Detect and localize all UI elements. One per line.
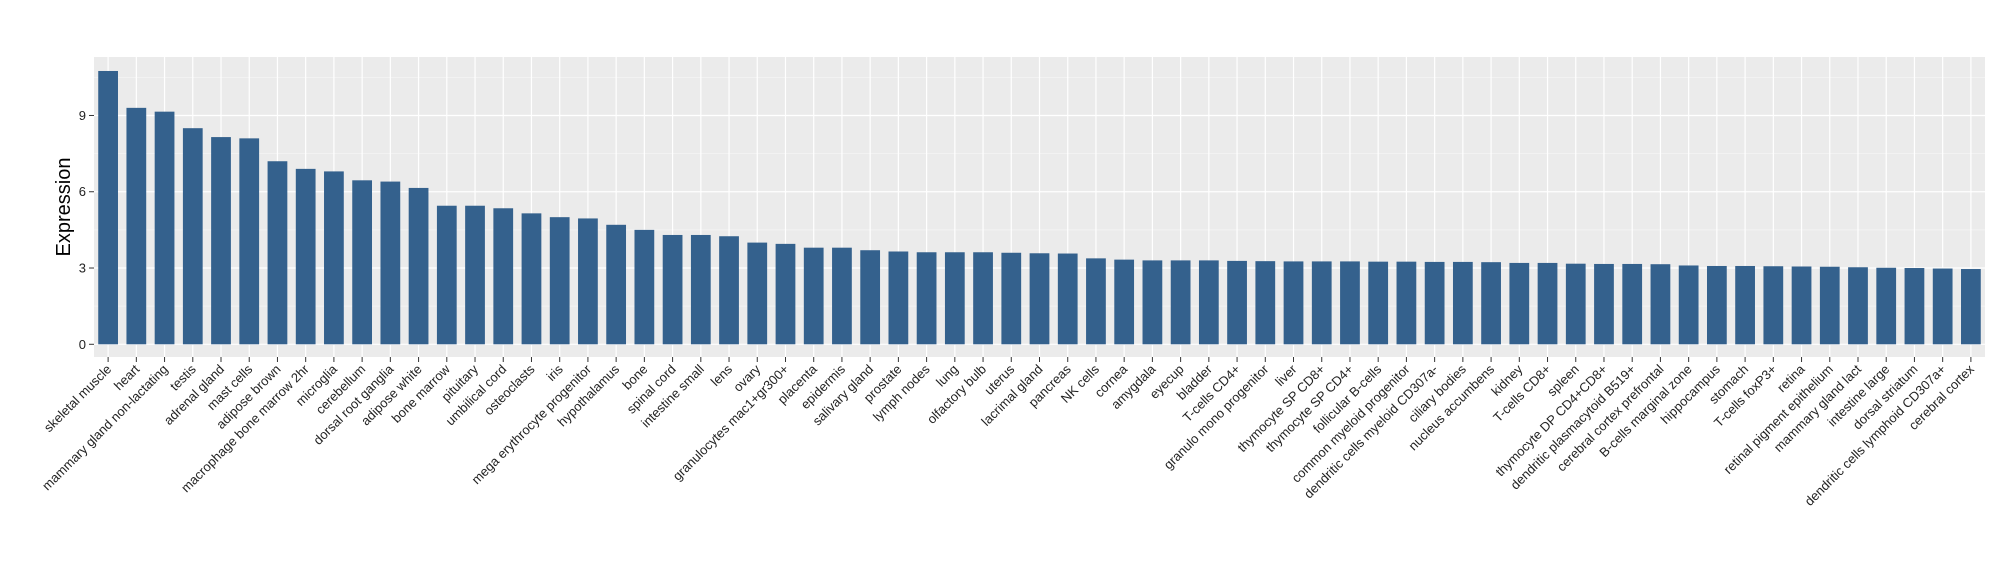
bar [1876, 267, 1897, 345]
bar [1198, 260, 1219, 345]
bar [493, 208, 514, 345]
bar [1227, 260, 1247, 345]
bar [1819, 266, 1840, 345]
bar [1763, 266, 1784, 345]
bar [1029, 253, 1050, 345]
bar [126, 107, 147, 345]
bar [1565, 263, 1586, 345]
bar [747, 242, 768, 345]
bar [1340, 261, 1360, 345]
bar [606, 224, 627, 345]
bar [267, 161, 288, 345]
bar [1142, 260, 1163, 345]
bars-group [98, 70, 1981, 345]
bar [1932, 268, 1953, 345]
bar [1961, 269, 1981, 345]
bar [1735, 265, 1755, 345]
bar [1086, 258, 1106, 345]
bar [549, 217, 570, 345]
bar [1001, 252, 1022, 345]
bar [775, 243, 796, 345]
bar [1255, 261, 1276, 345]
bar [634, 229, 655, 345]
bar [380, 181, 401, 345]
bar [1650, 264, 1671, 345]
bar [1706, 265, 1727, 345]
bar [295, 168, 316, 345]
bar [578, 218, 598, 345]
bar [973, 252, 993, 345]
y-tick-label: 9 [79, 108, 86, 123]
bar [1594, 263, 1614, 345]
bar [1368, 261, 1389, 345]
bar [1481, 262, 1501, 345]
y-tick-label: 0 [79, 337, 86, 352]
bar [521, 213, 542, 345]
bar [352, 180, 373, 345]
bar [1057, 253, 1078, 345]
bar [690, 234, 711, 345]
y-axis: 0 3 6 9 [79, 108, 94, 352]
bar [211, 137, 231, 345]
bar [98, 70, 118, 345]
bar [1114, 259, 1135, 345]
bar [1311, 261, 1332, 345]
bar [1452, 261, 1473, 345]
bar [888, 251, 909, 345]
bar [832, 247, 852, 345]
bar [436, 205, 457, 345]
bar [803, 247, 824, 345]
bar [1396, 261, 1417, 345]
bar [719, 236, 739, 345]
bar [860, 250, 881, 345]
x-tick-label: iris [543, 361, 566, 384]
bar [944, 252, 965, 345]
bar [1678, 265, 1699, 345]
bar [1170, 260, 1191, 345]
bar [182, 128, 203, 345]
bar [1537, 262, 1558, 345]
y-tick-label: 6 [79, 184, 86, 199]
bar [465, 205, 485, 345]
bar [1283, 261, 1304, 345]
y-tick-label: 3 [79, 261, 86, 276]
bar [1509, 262, 1530, 345]
bar [916, 252, 937, 345]
bar [1622, 263, 1643, 345]
bar [324, 171, 344, 345]
y-axis-title: Expression [53, 158, 75, 257]
bar [239, 138, 260, 345]
bar [408, 187, 429, 345]
bar [662, 234, 683, 345]
bar [1424, 261, 1445, 345]
bar [1848, 267, 1868, 345]
bar [1791, 266, 1812, 345]
bar [1904, 268, 1925, 345]
bar [154, 111, 175, 345]
